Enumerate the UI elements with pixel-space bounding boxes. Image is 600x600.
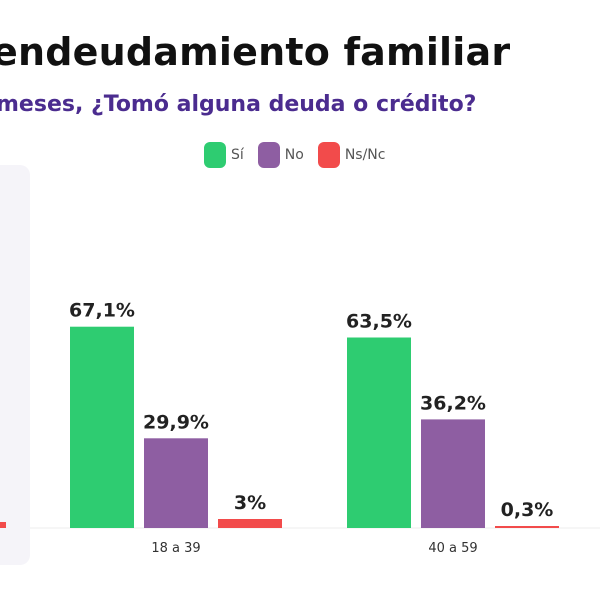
legend-label-nsnc: Ns/Nc xyxy=(344,147,386,163)
legend-label-si: Sí xyxy=(231,147,244,163)
legend: Sí No Ns/Nc xyxy=(204,142,391,168)
legend-swatch-nsnc xyxy=(317,142,340,168)
legend-swatch-si xyxy=(204,142,226,168)
data-label-no-1: 29,9% xyxy=(143,411,209,433)
legend-swatch-no xyxy=(257,142,280,168)
previous-group-panel xyxy=(0,165,30,565)
legend-item-si: Sí xyxy=(204,142,244,168)
x-tick-label-2: 40 a 59 xyxy=(428,541,477,556)
chart-subtitle: meses, ¿Tomó alguna deuda o crédito? xyxy=(0,92,477,117)
bar-si-2 xyxy=(347,337,411,528)
data-label-no-2: 36,2% xyxy=(420,392,486,414)
bar-no-1 xyxy=(144,438,208,528)
data-label-nsnc-1: 3% xyxy=(234,492,266,514)
legend-item-no: No xyxy=(257,142,304,168)
bar-no-2 xyxy=(421,419,485,528)
chart-title: endeudamiento familiar xyxy=(0,30,511,74)
data-label-nsnc-2: 0,3% xyxy=(501,499,554,521)
data-label-si-1: 67,1% xyxy=(69,300,135,322)
bar-partial-left xyxy=(0,522,6,528)
bar-nsnc-2 xyxy=(495,526,559,528)
bar-si-1 xyxy=(70,326,134,528)
legend-label-no: No xyxy=(284,147,304,163)
x-tick-label-1: 18 a 39 xyxy=(151,541,200,556)
bar-nsnc-1 xyxy=(218,519,282,528)
data-label-si-2: 63,5% xyxy=(346,311,412,333)
legend-item-nsnc: Ns/Nc xyxy=(317,142,386,168)
